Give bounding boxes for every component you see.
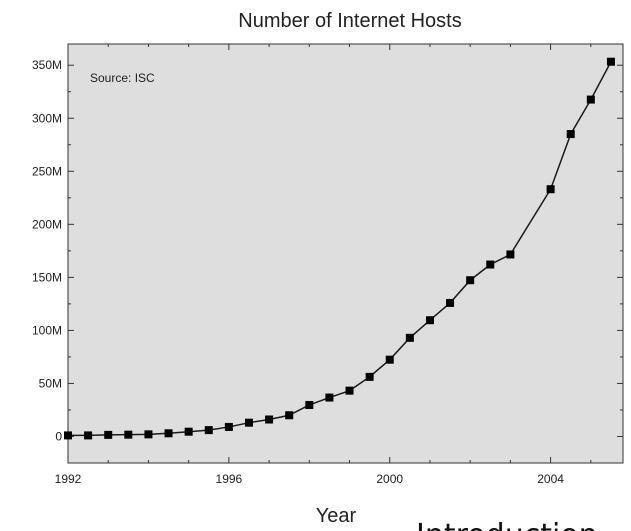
chart-title: Number of Internet Hosts: [238, 10, 461, 32]
data-point: [405, 333, 414, 342]
x-axis: 1992 1996 2000 2004: [55, 44, 592, 486]
y-tick-label: 0: [55, 429, 62, 443]
data-point: [385, 355, 394, 364]
data-point: [566, 130, 575, 139]
source-note: Source: ISC: [90, 71, 155, 85]
data-point: [305, 400, 314, 409]
y-tick-label: 350M: [32, 58, 62, 72]
y-tick-label: 50M: [39, 376, 62, 390]
data-point: [265, 415, 274, 424]
data-point: [546, 185, 555, 194]
x-axis-label: Year: [316, 505, 357, 527]
y-tick-label: 200M: [32, 217, 62, 231]
x-tick-label: 1992: [55, 472, 82, 486]
x-tick-label: 2000: [376, 472, 403, 486]
data-point: [606, 57, 615, 66]
y-axis: 0 50M 100M 150M 200M 250M 300M 350M: [32, 58, 623, 443]
data-point: [506, 250, 515, 259]
data-point: [425, 316, 434, 325]
x-tick-label: 2004: [537, 472, 564, 486]
data-point: [104, 430, 113, 439]
data-point: [466, 276, 475, 285]
data-point: [64, 431, 72, 440]
data-point: [184, 427, 193, 436]
y-tick-label: 100M: [32, 323, 62, 337]
data-point: [124, 430, 133, 439]
data-point: [586, 95, 595, 104]
data-point: [285, 411, 294, 420]
data-point: [84, 431, 93, 440]
y-tick-label: 150M: [32, 270, 62, 284]
data-point: [365, 372, 374, 381]
data-point: [244, 418, 253, 427]
plot-area: [67, 43, 624, 464]
x-tick-label: 1996: [216, 472, 243, 486]
overlay-text: Introduction: [416, 518, 598, 531]
series-layer: [64, 57, 615, 440]
data-point: [224, 422, 233, 431]
data-point: [325, 393, 334, 402]
y-tick-label: 300M: [32, 111, 62, 125]
y-tick-label: 250M: [32, 164, 62, 178]
data-point: [345, 386, 354, 395]
data-point: [164, 429, 173, 438]
data-point: [486, 260, 495, 269]
data-point: [204, 426, 213, 435]
data-point: [144, 430, 153, 439]
data-point: [446, 298, 455, 307]
